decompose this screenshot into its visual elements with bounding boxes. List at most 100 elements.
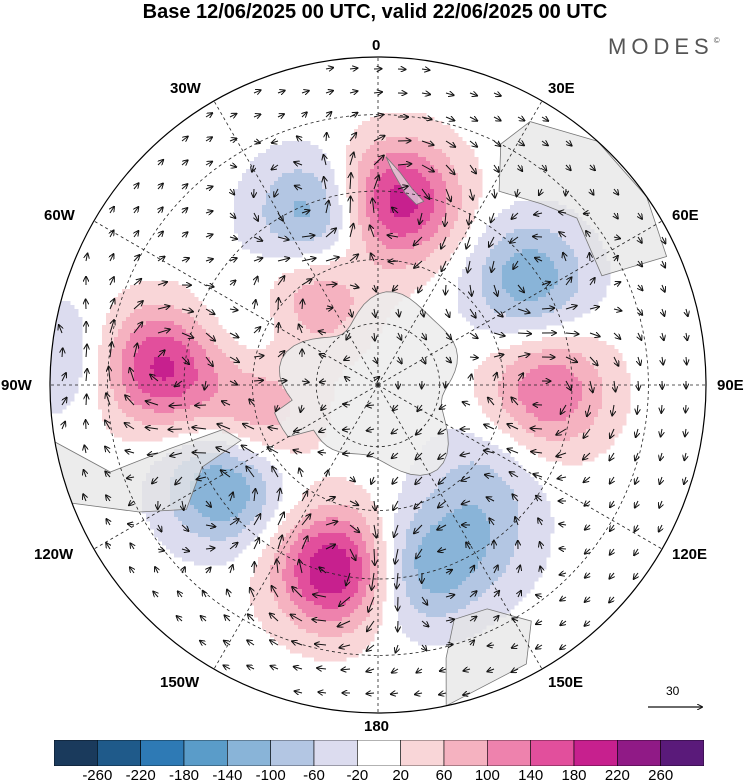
field-cell (402, 261, 407, 266)
field-cell (350, 177, 355, 182)
field-cell (514, 281, 519, 286)
field-cell (594, 341, 599, 346)
field-cell (78, 333, 83, 338)
field-cell (510, 273, 515, 278)
field-cell (414, 281, 419, 286)
field-cell (298, 337, 303, 342)
field-cell (310, 209, 315, 214)
field-cell (434, 157, 439, 162)
field-cell (190, 293, 195, 298)
field-cell (450, 149, 455, 154)
field-cell (406, 149, 411, 154)
field-cell (350, 237, 355, 242)
field-cell (330, 313, 335, 318)
field-cell (146, 365, 151, 370)
field-cell (186, 381, 191, 386)
field-cell (66, 357, 71, 362)
field-cell (346, 305, 351, 310)
field-cell (378, 257, 383, 262)
field-cell (306, 317, 311, 322)
field-cell (490, 313, 495, 318)
field-cell (586, 369, 591, 374)
field-cell (526, 321, 531, 326)
field-cell (382, 213, 387, 218)
field-cell (362, 201, 367, 206)
field-cell (414, 273, 419, 278)
field-cell (394, 181, 399, 186)
field-cell (258, 349, 263, 354)
field-cell (426, 249, 431, 254)
field-cell (342, 281, 347, 286)
field-cell (270, 161, 275, 166)
field-cell (254, 241, 259, 246)
field-cell (586, 265, 591, 270)
field-cell (610, 361, 615, 366)
field-cell (122, 325, 127, 330)
field-cell (398, 133, 403, 138)
field-cell (170, 341, 175, 346)
field-cell (542, 257, 547, 262)
field-cell (454, 213, 459, 218)
field-cell (270, 149, 275, 154)
field-cell (506, 245, 511, 250)
field-cell (138, 317, 143, 322)
field-cell (458, 289, 463, 294)
field-cell (374, 193, 379, 198)
field-cell (186, 289, 191, 294)
field-cell (230, 357, 235, 362)
field-cell (466, 221, 471, 226)
field-cell (138, 333, 143, 338)
field-cell (394, 121, 399, 126)
field-cell (306, 217, 311, 222)
field-cell (254, 209, 259, 214)
field-cell (302, 189, 307, 194)
field-cell (330, 269, 335, 274)
field-cell (62, 369, 67, 374)
field-cell (606, 361, 611, 366)
field-cell (434, 229, 439, 234)
field-cell (286, 305, 291, 310)
field-cell (530, 281, 535, 286)
field-cell (262, 245, 267, 250)
field-cell (574, 285, 579, 290)
field-cell (510, 229, 515, 234)
field-cell (74, 357, 79, 362)
field-cell (362, 257, 367, 262)
field-cell (270, 181, 275, 186)
field-cell (538, 309, 543, 314)
field-cell (502, 273, 507, 278)
field-cell (398, 249, 403, 254)
field-cell (138, 337, 143, 342)
field-cell (70, 349, 75, 354)
field-cell (326, 297, 331, 302)
field-cell (354, 165, 359, 170)
field-cell (286, 301, 291, 306)
field-cell (342, 309, 347, 314)
field-cell (422, 177, 427, 182)
field-cell (450, 177, 455, 182)
field-cell (50, 325, 55, 330)
field-cell (358, 157, 363, 162)
field-cell (246, 377, 251, 382)
field-cell (578, 245, 583, 250)
field-cell (266, 221, 271, 226)
field-cell (306, 289, 311, 294)
field-cell (282, 145, 287, 150)
field-cell (142, 365, 147, 370)
field-cell (374, 233, 379, 238)
field-cell (546, 261, 551, 266)
field-cell (514, 205, 519, 210)
field-cell (538, 361, 543, 366)
field-cell (434, 257, 439, 262)
field-cell (226, 341, 231, 346)
field-cell (322, 225, 327, 230)
field-cell (606, 345, 611, 350)
field-cell (498, 297, 503, 302)
field-cell (222, 377, 227, 382)
field-cell (118, 337, 123, 342)
field-cell (346, 281, 351, 286)
field-cell (66, 373, 71, 378)
field-cell (318, 289, 323, 294)
field-cell (510, 321, 515, 326)
field-cell (358, 197, 363, 202)
